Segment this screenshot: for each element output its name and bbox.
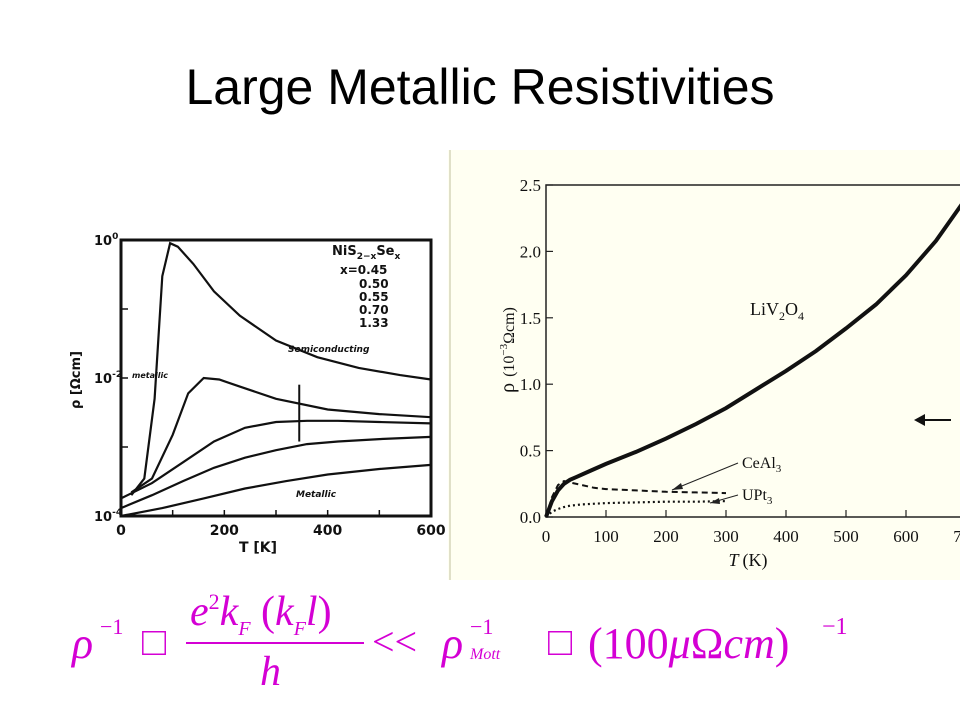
x-tick-label: 600 [893, 527, 919, 546]
chart-background [58, 210, 448, 560]
y-tick-label: 0.5 [520, 442, 541, 461]
x-tick-label: 200 [210, 523, 239, 539]
formula-approx-symbol: □ [142, 619, 167, 664]
x-tick-label: 0 [542, 527, 551, 546]
x-tick-label: 100 [593, 527, 619, 546]
series-line [130, 376, 432, 494]
series-group [120, 241, 432, 518]
series-line [120, 419, 432, 500]
x-tick-label: 200 [653, 527, 679, 546]
x-axis-label: T (K) [728, 550, 767, 571]
fraction-bar [186, 642, 364, 644]
liv2o4-resistivity-chart: 0 100 200 300 400 500 600 700 0.0 0.5 1.0 1.5 2.0 2.… [448, 150, 960, 580]
x-tick-label: 300 [713, 527, 739, 546]
y-tick-label: 10-4 [94, 508, 122, 525]
nis2-resistivity-chart: NiS2−xSex x=0.45 0.500.550.701.33 Semico… [58, 210, 448, 560]
handwritten-label: Metallic [296, 490, 337, 500]
series-line-solid [544, 203, 960, 518]
legend-entry: 1.33 [359, 316, 389, 330]
y-tick-label: 1.5 [520, 309, 541, 328]
legend-entry: 0.50 [359, 277, 389, 291]
formula-approx-symbol: □ [548, 619, 573, 664]
series-label-upt3: UPt3 [742, 487, 773, 507]
left-arrow-icon [914, 414, 951, 426]
tick-marks [545, 184, 907, 518]
x-tick-label: 400 [773, 527, 799, 546]
y-tick-label: 0.0 [520, 508, 541, 527]
x-tick-label: 700 [953, 527, 960, 546]
formula-exponent: −1 [100, 614, 124, 639]
y-axis-label: ρ(10−3Ωcm) [497, 307, 519, 393]
x-tick-labels: 0 100 200 300 400 500 600 700 [542, 527, 960, 546]
chart-background [448, 150, 960, 580]
slide-title: Large Metallic Resistivities [185, 59, 775, 115]
y-tick-label: 1.0 [520, 375, 541, 394]
series-line-dashed [545, 480, 727, 518]
series-group [544, 203, 960, 518]
formula-tail: (100μΩcm) [588, 619, 790, 668]
handwritten-label: metallic [132, 371, 168, 380]
formula-much-less: << [372, 619, 418, 664]
formula-rho: ρ [72, 619, 94, 668]
formula-denominator: h [260, 649, 281, 695]
x-tick-label: 600 [416, 523, 445, 539]
formula-mott-subscript: Mott [470, 646, 501, 663]
series-label-liv2o4: LiV2O4 [750, 299, 804, 323]
x-tick-labels: 0 200 400 600 [116, 523, 446, 539]
compound-label: NiS2−xSex [332, 244, 401, 262]
legend: 0.500.550.701.33 [359, 277, 389, 330]
series-label-ceal3: CeAl3 [742, 455, 782, 475]
y-axis-label: ρ [Ωcm] [69, 351, 84, 409]
series-line [120, 435, 432, 510]
y-tick-labels: 100 10-2 10-4 [94, 232, 122, 525]
formula-numerator: e2kF (kFl) [190, 589, 332, 640]
y-tick-label: 2.5 [520, 176, 541, 195]
formula-exponent: −1 [822, 614, 848, 640]
legend-entry: 0.55 [359, 290, 389, 304]
callout-arrows [671, 462, 739, 504]
formula-rho-mott: ρ [442, 619, 464, 668]
plot-frame [545, 184, 960, 518]
y-tick-label: 10-2 [94, 370, 122, 387]
x-tick-label: 400 [313, 523, 342, 539]
series-line [130, 241, 432, 496]
x-tick-label: 500 [833, 527, 859, 546]
y-tick-label: 100 [94, 232, 118, 249]
legend-entry: 0.70 [359, 303, 389, 317]
resistivity-formula: ρ −1 □ e2kF (kFl) h << ρ −1 Mott □ (100μ… [60, 588, 860, 708]
y-tick-label: 2.0 [520, 242, 541, 261]
x-axis-label: T [K] [239, 540, 277, 556]
formula-exponent: −1 [470, 614, 494, 639]
handwritten-label: Semiconducting [288, 345, 370, 355]
y-tick-labels: 0.0 0.5 1.0 1.5 2.0 2.5 [520, 176, 541, 527]
legend-header: x=0.45 [340, 263, 387, 277]
x-tick-label: 0 [116, 523, 126, 539]
series-line [120, 463, 432, 518]
